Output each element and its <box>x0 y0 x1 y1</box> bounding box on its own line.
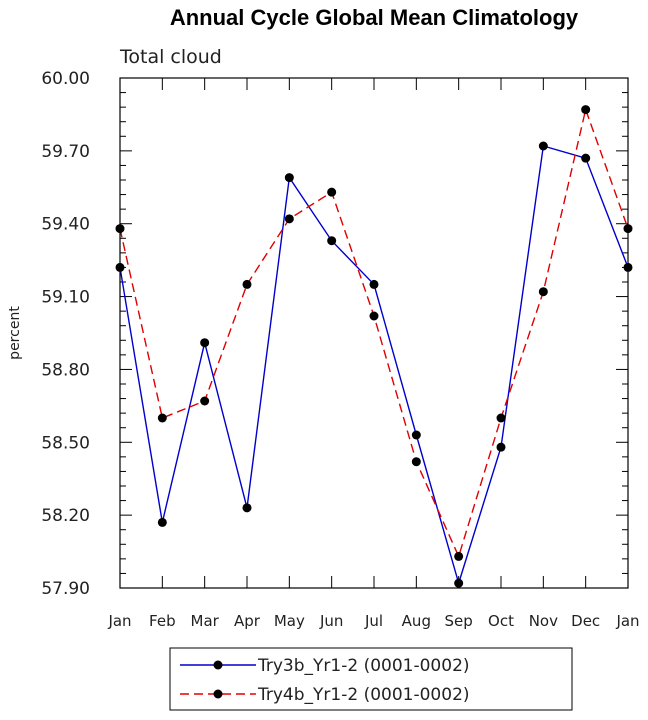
series-2 <box>115 105 633 561</box>
data-point <box>157 517 167 527</box>
axis-ticks <box>119 77 629 589</box>
data-point <box>327 187 337 197</box>
data-point <box>581 105 591 115</box>
data-point <box>369 279 379 289</box>
x-tick-label: Mar <box>191 612 220 630</box>
data-point <box>454 551 464 561</box>
legend: Try3b_Yr1-2 (0001-0002) Try4b_Yr1-2 (0001… <box>169 647 573 711</box>
y-tick-label: 59.10 <box>41 288 90 308</box>
y-tick-label: 59.70 <box>41 142 90 162</box>
y-tick-label: 59.40 <box>41 215 90 235</box>
y-tick-labels: 57.90 58.20 58.50 58.80 59.10 59.40 59.70 60.00 <box>41 69 90 599</box>
x-tick-label: May <box>274 612 305 630</box>
data-point <box>538 141 548 151</box>
x-tick-label: Jan <box>107 612 131 630</box>
legend-entry: Try4b_Yr1-2 (0001-0002) <box>180 685 470 705</box>
x-tick-label: Jul <box>364 612 383 630</box>
chart-subtitle: Total cloud <box>119 46 222 68</box>
data-point <box>284 214 294 224</box>
legend-swatch-marker <box>213 689 223 699</box>
data-point <box>157 413 167 423</box>
legend-box <box>169 647 573 711</box>
chart-title: Annual Cycle Global Mean Climatology <box>170 5 579 30</box>
data-point <box>284 173 294 183</box>
x-tick-label: Aug <box>402 612 431 630</box>
data-point <box>538 287 548 297</box>
x-tick-labels: Jan Feb Mar Apr May Jun Jul Aug Sep Oct Nov Dec Jan <box>107 612 639 630</box>
data-point <box>411 430 421 440</box>
x-tick-label: Oct <box>488 612 514 630</box>
data-point <box>242 503 252 513</box>
x-tick-label: Feb <box>149 612 176 630</box>
data-point <box>200 396 210 406</box>
series-layer <box>115 105 633 588</box>
series-1 <box>115 141 633 588</box>
legend-items: Try3b_Yr1-2 (0001-0002) Try4b_Yr1-2 (0001… <box>180 656 470 705</box>
legend-label: Try3b_Yr1-2 (0001-0002) <box>257 656 470 676</box>
legend-swatch-marker <box>213 660 223 670</box>
series-line <box>119 145 629 586</box>
data-point <box>454 578 464 588</box>
x-tick-label: Dec <box>571 612 600 630</box>
y-tick-label: 57.90 <box>41 579 90 599</box>
series-line <box>119 107 629 559</box>
data-point <box>496 442 506 452</box>
data-point <box>496 413 506 423</box>
data-point <box>581 153 591 163</box>
data-point <box>200 338 210 348</box>
y-tick-label: 58.80 <box>41 360 90 380</box>
y-axis-label: percent <box>7 306 23 360</box>
x-tick-label: Nov <box>529 612 558 630</box>
data-point <box>327 236 337 246</box>
x-tick-label: Apr <box>234 612 261 630</box>
x-tick-label: Jan <box>615 612 639 630</box>
x-tick-label: Sep <box>445 612 473 630</box>
y-tick-label: 60.00 <box>41 69 90 89</box>
y-tick-label: 58.20 <box>41 506 90 526</box>
x-tick-label: Jun <box>319 612 343 630</box>
legend-label: Try4b_Yr1-2 (0001-0002) <box>257 685 470 705</box>
y-tick-label: 58.50 <box>41 433 90 453</box>
plot-frame <box>119 77 629 589</box>
data-point <box>411 457 421 467</box>
data-point <box>242 279 252 289</box>
data-point <box>369 311 379 321</box>
legend-entry: Try3b_Yr1-2 (0001-0002) <box>180 656 470 676</box>
